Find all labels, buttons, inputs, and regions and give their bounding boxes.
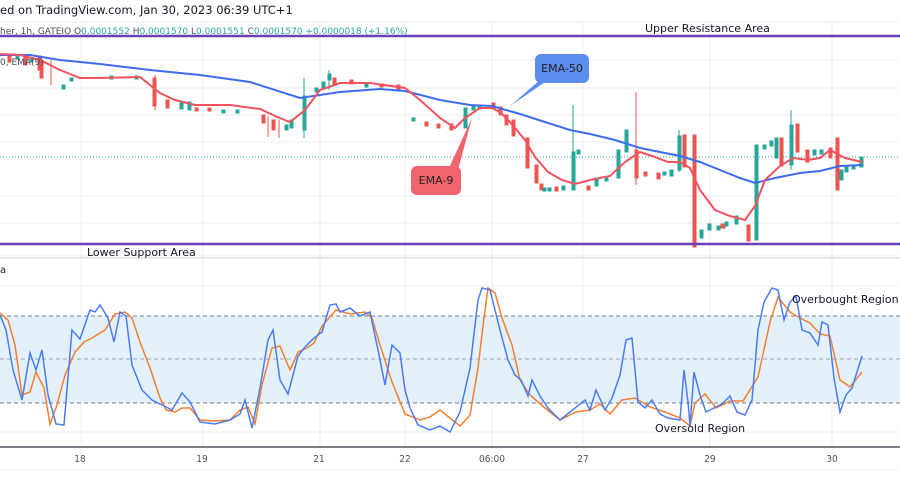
- time-axis[interactable]: 18 19 21 22 06:00 27 29 30: [0, 447, 900, 469]
- low-label: L: [191, 27, 197, 37]
- high-value: 0.0001570: [139, 27, 189, 37]
- lower-support-label: Lower Support Area: [87, 246, 196, 259]
- close-label: C: [247, 27, 254, 37]
- stoch-indicator-label[interactable]: a: [0, 265, 7, 276]
- chart-canvas[interactable]: [0, 0, 900, 470]
- ema50-callout-tail: [510, 80, 548, 106]
- ema50-callout: EMA-50: [535, 54, 589, 83]
- xtick-22: 22: [399, 454, 411, 465]
- ema-indicator-label[interactable]: 0, EMA(9): [0, 58, 44, 68]
- upper-resistance-label: Upper Resistance Area: [645, 22, 770, 35]
- change-value: +0.0000018 (+1.16%): [305, 27, 408, 37]
- xtick-27: 27: [577, 454, 589, 465]
- open-label: O: [74, 27, 82, 37]
- xtick-30: 30: [826, 454, 838, 465]
- close-value: 0.0001570: [253, 27, 303, 37]
- symbol-label: her, 1h, GATEIO: [0, 27, 72, 37]
- ema9-callout: EMA-9: [411, 166, 461, 195]
- high-label: H: [132, 27, 140, 37]
- oversold-label: Oversold Region: [655, 422, 746, 435]
- ema50-line: [0, 54, 863, 185]
- open-value: 0.0001552: [81, 27, 130, 37]
- chart-title: ed on TradingView.com, Jan 30, 2023 06:3…: [0, 3, 293, 17]
- stoch-k-line: [0, 287, 863, 434]
- stoch-d-line: [0, 286, 863, 428]
- xtick-21: 21: [313, 454, 325, 465]
- xtick-29: 29: [704, 454, 716, 465]
- low-value: 0.0001551: [196, 27, 245, 37]
- xtick-0600: 06:00: [479, 454, 505, 465]
- ema9-callout-tail: [448, 118, 472, 170]
- ohlc-legend: her, 1h, GATEIO O0.0001552 H0.0001570 L0…: [0, 27, 408, 37]
- xtick-18: 18: [74, 454, 86, 465]
- overbought-label: Overbought Region: [792, 293, 899, 306]
- xtick-19: 19: [196, 454, 208, 465]
- ema9-line: [0, 53, 863, 222]
